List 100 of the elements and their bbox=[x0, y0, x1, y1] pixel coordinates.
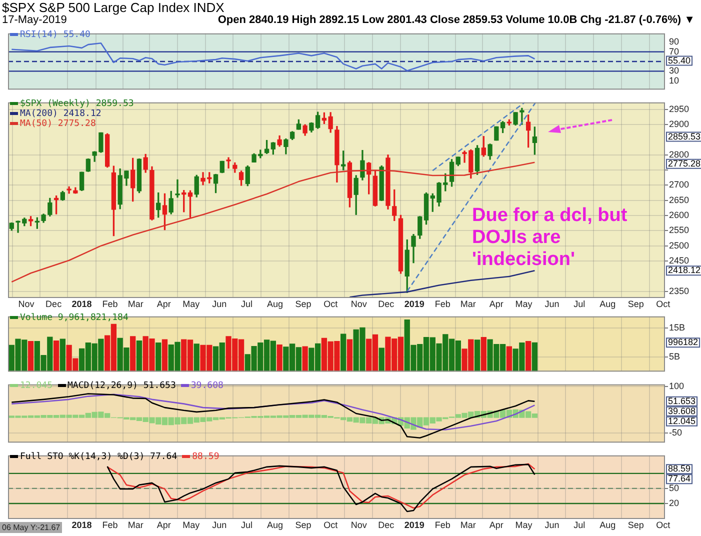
legend-label: MA(50) 2775.28 bbox=[19, 119, 97, 129]
legend-label: $SPX (Weekly) 2859.53 bbox=[19, 99, 134, 109]
candlestick bbox=[175, 179, 180, 198]
text: Open 2840.19 High 2892.15 Low 2801.43 Close 2859.53 Volume 10.0B Chg -21.87 (-0.76%) ▼ bbox=[218, 14, 695, 26]
x-tick-label: Feb bbox=[102, 298, 118, 309]
chart-subtitle: 17-May-2019 bbox=[2, 14, 67, 26]
bar bbox=[340, 334, 346, 372]
x-tick-label: Aug bbox=[266, 298, 283, 309]
x-tick-label: Mar bbox=[128, 298, 144, 309]
x-tick-label: Mar bbox=[128, 520, 144, 530]
x-tick-label: Feb bbox=[102, 520, 118, 530]
y-tick-label: 2900 bbox=[669, 119, 690, 130]
x-tick-label: May bbox=[182, 298, 200, 309]
chart-title: $SPX S&P 500 Large Cap Index INDX bbox=[2, 0, 224, 15]
y-tick-label: 70 bbox=[669, 46, 680, 56]
x-tick-label: Apr bbox=[489, 520, 504, 530]
text: 55.40 bbox=[668, 55, 691, 66]
bar bbox=[162, 339, 168, 372]
text: 51.653 bbox=[668, 396, 696, 406]
y-tick-label: 30 bbox=[669, 66, 680, 76]
text: 996182 bbox=[668, 337, 698, 348]
x-tick-label: 2019 bbox=[404, 520, 424, 530]
y-tick-label: 2950 bbox=[669, 104, 690, 114]
y-tick-label: 5B bbox=[669, 352, 680, 362]
bar bbox=[194, 344, 200, 372]
x-tick-label: Dec bbox=[46, 298, 62, 309]
x-tick-label: Jul bbox=[574, 298, 586, 309]
candlestick bbox=[226, 157, 231, 169]
text: 88.59 bbox=[668, 464, 691, 474]
x-tick-label: Aug bbox=[266, 520, 283, 530]
x-tick-label: May bbox=[515, 298, 533, 309]
x-tick-label: May bbox=[182, 520, 200, 530]
y-tick-label: 2500 bbox=[669, 240, 690, 250]
x-tick-label: Apr bbox=[156, 298, 171, 309]
x-tick-label: Apr bbox=[489, 298, 504, 309]
x-tick-label: 2018 bbox=[72, 298, 92, 309]
bar bbox=[53, 340, 60, 372]
x-tick-label: Jun bbox=[212, 520, 227, 530]
x-tick-label: Apr bbox=[156, 520, 171, 530]
bar bbox=[156, 342, 162, 372]
x-tick-label: Mar bbox=[460, 298, 476, 309]
y-tick-label: 2450 bbox=[669, 255, 690, 266]
x-tick-label: Feb bbox=[434, 298, 450, 309]
text: 2775.28 bbox=[668, 158, 701, 168]
text: 12.045 bbox=[668, 416, 696, 426]
y-tick-label: 50 bbox=[669, 482, 680, 493]
y-tick-label: 20 bbox=[669, 498, 680, 508]
text: 77.64 bbox=[668, 474, 691, 484]
bar bbox=[525, 341, 532, 372]
x-tick-label: Jun bbox=[544, 298, 560, 309]
x-tick-label: Sep bbox=[295, 520, 312, 530]
bar bbox=[60, 338, 66, 372]
x-tick-label: Nov bbox=[350, 520, 368, 530]
y-tick-label: 90 bbox=[669, 36, 680, 47]
y-tick-label: 2550 bbox=[669, 225, 690, 236]
y-tick-label: 2600 bbox=[669, 210, 690, 220]
x-tick-label: Jun bbox=[544, 520, 560, 530]
bar bbox=[474, 340, 480, 372]
legend-label: Full STO %K(14,3) %D(3) 77.64 bbox=[19, 452, 178, 462]
bar bbox=[136, 340, 142, 372]
x-tick-label: Oct bbox=[656, 520, 671, 530]
x-tick-label: Oct bbox=[656, 298, 671, 309]
text: 06 May Y:-21.67 bbox=[0, 522, 62, 533]
bar bbox=[506, 346, 512, 372]
legend-label: Volume 9,961,821,184 bbox=[19, 313, 128, 323]
bar bbox=[28, 341, 34, 372]
bar bbox=[302, 346, 308, 372]
annotation: Due for a dcl, but DOJIs are 'indecision' bbox=[472, 205, 628, 271]
x-tick-label: Jul bbox=[240, 520, 252, 530]
x-tick-label: Dec bbox=[378, 298, 395, 309]
bar bbox=[276, 344, 282, 372]
text: 39.608 bbox=[668, 406, 696, 416]
x-tick-label: Sep bbox=[295, 298, 312, 309]
bar bbox=[346, 339, 353, 372]
x-tick-label: Aug bbox=[600, 520, 616, 530]
bar bbox=[378, 348, 384, 372]
legend-label: MA(200) 2418.12 bbox=[19, 109, 102, 119]
x-tick-label: Nov bbox=[18, 298, 35, 309]
x-tick-label: Mar bbox=[460, 520, 476, 530]
x-tick-label: Sep bbox=[628, 298, 644, 309]
x-tick-label: Jul bbox=[574, 520, 586, 530]
x-tick-label: Feb bbox=[434, 520, 450, 530]
x-tick-label: Jul bbox=[240, 298, 252, 309]
text: 2859.53 bbox=[668, 131, 701, 142]
y-tick-label: 2700 bbox=[669, 180, 690, 190]
x-tick-label: 2019 bbox=[404, 298, 424, 309]
text: 2418.12 bbox=[668, 265, 701, 276]
x-tick-label: Dec bbox=[378, 520, 395, 530]
x-tick-label: Oct bbox=[324, 520, 338, 530]
bar bbox=[130, 336, 136, 372]
bar bbox=[532, 342, 538, 372]
x-tick-label: Aug bbox=[600, 298, 616, 309]
y-tick-label: 2350 bbox=[669, 286, 690, 296]
legend-label: MACD(12,26,9) 51.653 bbox=[66, 381, 176, 391]
x-tick-label: Sep bbox=[628, 520, 644, 530]
y-tick-label: -50 bbox=[669, 428, 682, 438]
x-tick-label: May bbox=[515, 520, 533, 530]
y-tick-label: 10 bbox=[669, 75, 680, 86]
x-tick-label: 2018 bbox=[72, 520, 92, 530]
x-tick-label: Nov bbox=[350, 298, 368, 309]
